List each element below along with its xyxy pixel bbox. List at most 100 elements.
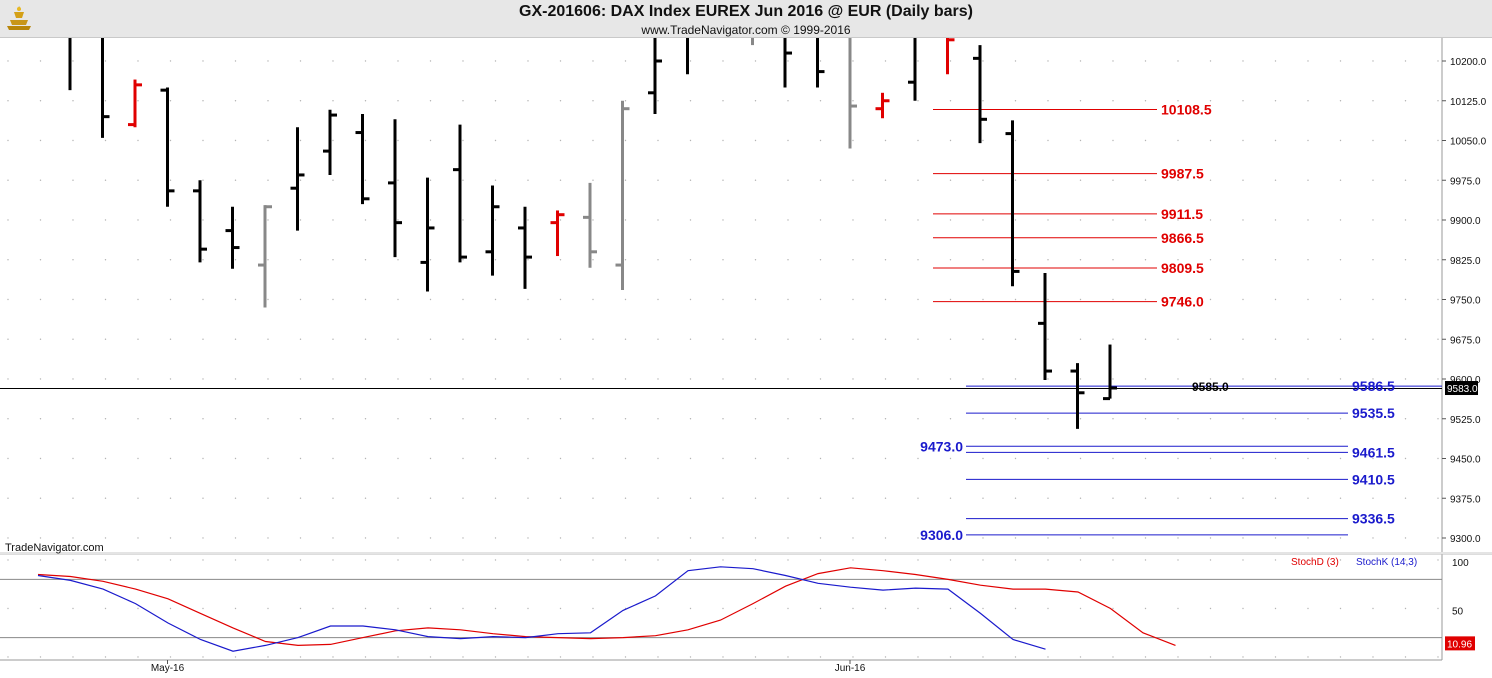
grid-dot [1144,418,1147,420]
grid-dot [462,219,464,221]
grid-dot [559,100,562,102]
grid-dot [1274,537,1277,539]
grid-dot [1209,219,1212,221]
grid-dot [819,378,822,380]
grid-dot [1404,60,1407,62]
grid-dot [1144,100,1147,102]
grid-dot [1144,457,1147,460]
grid-dot [689,219,692,221]
grid-dot [722,139,724,142]
chart-title-bar: GX-201606: DAX Index EUREX Jun 2016 @ EU… [0,0,1492,38]
grid-dot [689,537,692,539]
grid-dot [527,298,529,301]
grid-dot [527,497,529,499]
grid-dot [234,559,237,561]
grid-dot [1144,559,1147,561]
chart-title: GX-201606: DAX Index EUREX Jun 2016 @ EU… [519,3,973,20]
y-tick-label: 9600.0 [1450,375,1481,386]
grid-dot [267,219,269,221]
grid-dot [1404,607,1407,610]
grid-dot [1274,418,1277,420]
trade-navigator-logo-icon[interactable] [4,4,34,32]
grid-dot [592,537,594,539]
support-label: 9586.5 [1352,378,1395,394]
grid-dot [494,298,497,301]
grid-dot [137,139,139,142]
grid-dot [1144,219,1147,221]
grid-dot [364,298,367,301]
grid-dot [169,656,172,658]
grid-dot [559,219,562,221]
grid-dot [364,537,367,539]
stoch-tick-label: 100 [1452,558,1469,569]
grid-dot [104,259,107,261]
grid-dot [364,497,367,499]
grid-dot [787,559,789,561]
grid-dot [1047,179,1049,181]
grid-dot [169,259,172,261]
grid-dot [104,497,107,499]
grid-dot [1339,60,1342,62]
grid-dot [949,298,952,301]
grid-dot [169,497,172,499]
grid-dot [72,537,74,539]
marker-label: 9585.0 [1192,380,1229,394]
grid-dot [1079,537,1082,539]
grid-dot [1242,219,1244,221]
grid-dot [1404,418,1407,420]
grid-dot [332,60,334,62]
grid-dot [429,656,432,658]
grid-dot [202,607,204,610]
grid-dot [397,656,399,658]
grid-dot [1014,378,1017,380]
grid-dot [397,559,399,561]
chart-subtitle: www.TradeNavigator.com © 1999-2016 [641,23,851,37]
grid-dot [462,607,464,610]
grid-dot [819,139,822,142]
y-tick-label: 9300.0 [1450,534,1481,545]
grid-dot [7,139,9,142]
grid-dot [657,457,659,460]
grid-dot [332,457,334,460]
grid-dot [364,179,367,181]
grid-dot [657,656,659,658]
grid-dot [1177,497,1179,499]
y-tick-label: 9825.0 [1450,256,1481,267]
grid-dot [917,338,919,340]
resistance-label: 9866.5 [1161,230,1204,246]
grid-dot [332,179,334,181]
grid-dot [104,418,107,420]
grid-dot [527,607,529,610]
grid-dot [1274,219,1277,221]
grid-dot [364,607,367,610]
grid-dot [852,219,854,221]
grid-dot [169,100,172,102]
grid-dot [1014,559,1017,561]
grid-dot [1242,559,1244,561]
grid-dot [1307,259,1309,261]
grid-dot [1144,607,1147,610]
grid-dot [787,100,789,102]
grid-dot [1047,656,1049,658]
grid-dot [722,259,724,261]
grid-dot [722,607,724,610]
grid-dot [234,100,237,102]
grid-dot [722,457,724,460]
grid-dot [299,418,302,420]
grid-dot [72,100,74,102]
grid-dot [1307,418,1309,420]
grid-dot [1014,298,1017,301]
grid-dot [494,219,497,221]
grid-dot [1112,100,1114,102]
grid-dot [917,60,919,62]
grid-dot [1274,100,1277,102]
grid-dot [852,139,854,142]
grid-dot [1242,537,1244,539]
grid-dot [1079,60,1082,62]
grid-dot [462,139,464,142]
grid-dot [1372,298,1374,301]
resistance-label: 9911.5 [1161,206,1203,222]
grid-dot [819,457,822,460]
grid-dot [1047,457,1049,460]
grid-dot [494,259,497,261]
